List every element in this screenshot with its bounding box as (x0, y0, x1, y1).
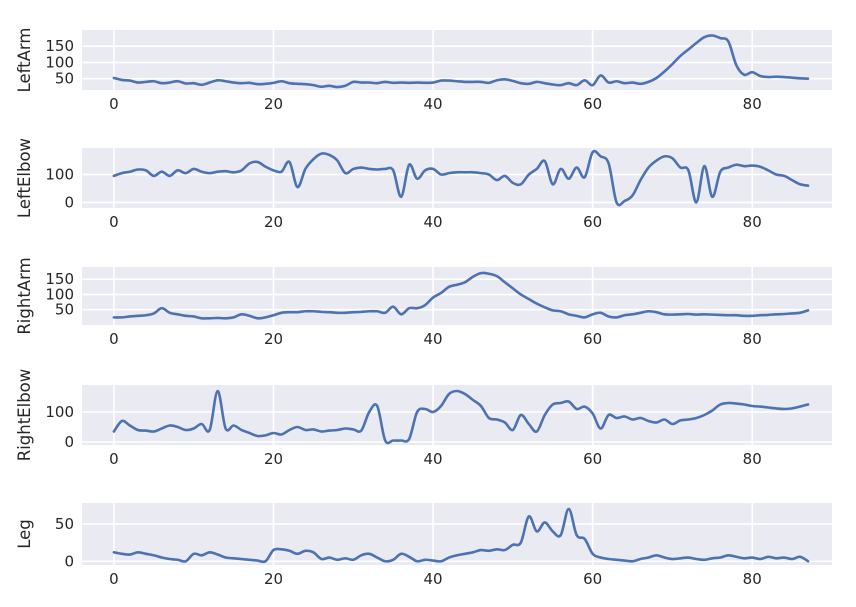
x-tick-label: 0 (109, 450, 119, 468)
y-axis-label: RightElbow (15, 369, 34, 462)
x-tick-label: 40 (424, 330, 443, 348)
subplot-leg: 0 20 40 60 80 0 50 Leg (15, 503, 832, 588)
series-line-rightarm (112, 271, 810, 320)
x-tick-label: 20 (264, 450, 283, 468)
x-tick-label: 40 (424, 570, 443, 588)
y-tick-label: 100 (45, 166, 74, 184)
y-tick-label: 150 (45, 37, 74, 55)
x-tick-label: 60 (583, 450, 602, 468)
x-tick-label: 80 (743, 450, 762, 468)
y-tick-label: 150 (45, 270, 74, 288)
subplot-rightelbow: 0 20 40 60 80 0 100 RightElbow (15, 369, 832, 468)
plot-background (82, 385, 832, 445)
x-tick-label: 20 (264, 570, 283, 588)
series-line-leftelbow (112, 149, 810, 207)
y-tick-label: 100 (45, 403, 74, 421)
y-tick-label: 100 (45, 285, 74, 303)
x-tick-label: 40 (424, 450, 443, 468)
x-tick-label: 80 (743, 570, 762, 588)
y-axis-label: LeftArm (15, 28, 34, 93)
y-axis-label: Leg (15, 519, 34, 549)
y-tick-label: 0 (64, 552, 74, 570)
x-tick-label: 0 (109, 213, 119, 231)
x-tick-label: 60 (583, 95, 602, 113)
x-tick-label: 20 (264, 330, 283, 348)
x-tick-label: 60 (583, 570, 602, 588)
x-tick-label: 80 (743, 95, 762, 113)
y-tick-label: 0 (64, 433, 74, 451)
y-tick-label: 50 (55, 301, 74, 319)
y-tick-label: 100 (45, 53, 74, 71)
series-line-leg (112, 507, 810, 564)
x-tick-label: 20 (264, 213, 283, 231)
subplot-leftelbow: 0 20 40 60 80 0 100 LeftElbow (15, 138, 832, 231)
y-axis-label: LeftElbow (15, 138, 34, 218)
y-tick-label: 50 (55, 70, 74, 88)
x-tick-label: 80 (743, 330, 762, 348)
x-tick-label: 80 (743, 213, 762, 231)
y-tick-label: 0 (64, 193, 74, 211)
x-tick-label: 40 (424, 213, 443, 231)
x-tick-label: 0 (109, 330, 119, 348)
x-tick-label: 0 (109, 570, 119, 588)
x-tick-label: 60 (583, 213, 602, 231)
x-tick-label: 20 (264, 95, 283, 113)
x-tick-label: 0 (109, 95, 119, 113)
series-line-leftarm (112, 34, 810, 89)
x-tick-label: 60 (583, 330, 602, 348)
y-tick-label: 50 (55, 515, 74, 533)
series-line-rightelbow (112, 389, 810, 445)
x-tick-label: 40 (424, 95, 443, 113)
y-axis-label: RightArm (15, 257, 34, 334)
